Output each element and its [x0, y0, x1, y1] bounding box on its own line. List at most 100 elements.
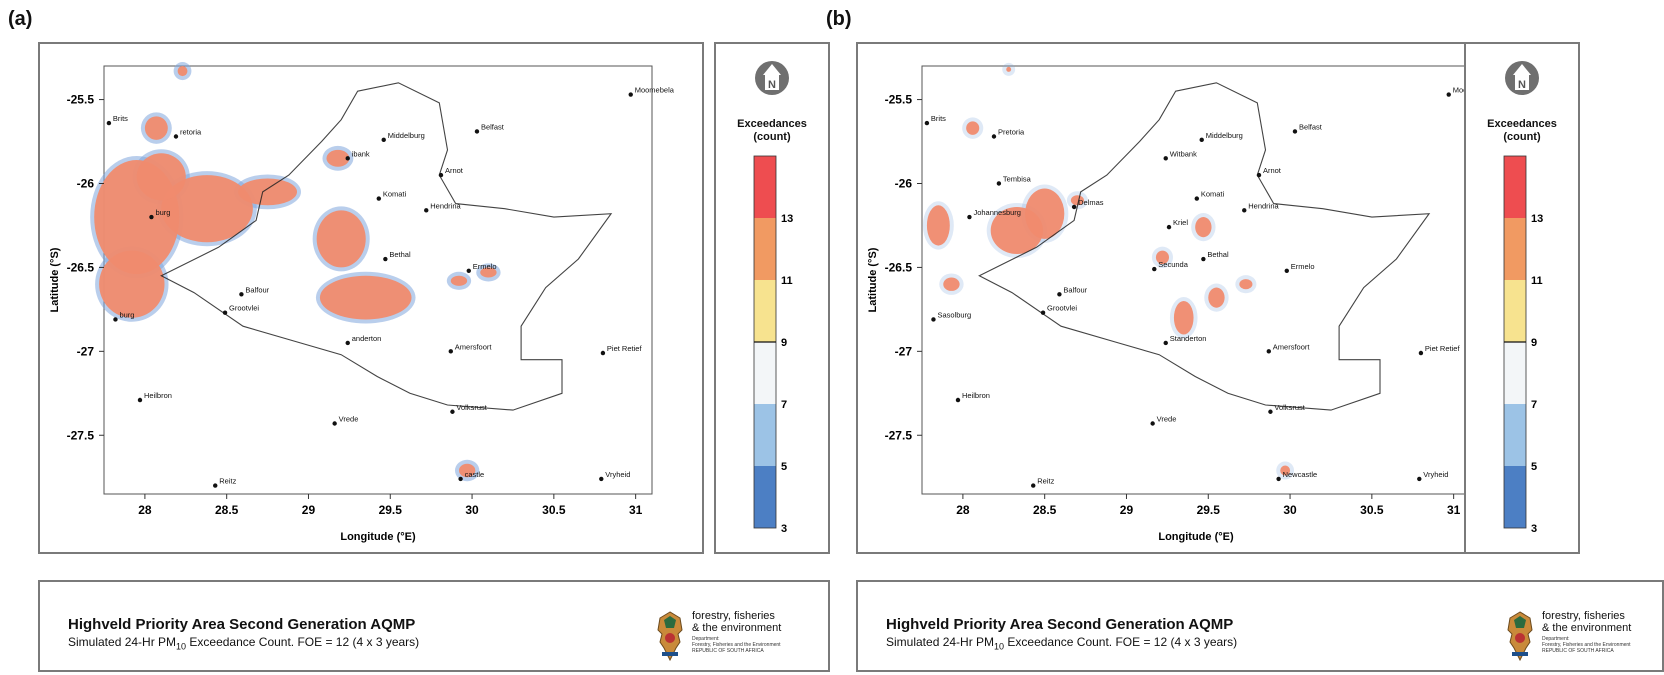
- town-label: Piet Retief: [607, 344, 643, 353]
- subtitle-suffix: Exceedance Count. FOE = 12 (4 x 3 years): [186, 635, 420, 649]
- map-plot-a: 28 28.5 29 29.5 30 30.5 31 -25.5 -26 -26.5 -27 -27.…: [49, 62, 675, 543]
- figure-a: 28 28.5 29 29.5 30 30.5 31 -25.5 -26 -26.5 -27 -27.…: [38, 42, 830, 674]
- dffe-logo-b: forestry, fisheries & the environment De…: [1500, 608, 1660, 664]
- town-label: Reitz: [1037, 477, 1054, 486]
- colorbar-bin: [754, 466, 776, 528]
- colorbar-bin: [1504, 466, 1526, 528]
- logo-fine-3: REPUBLIC OF SOUTH AFRICA: [692, 648, 764, 654]
- logo-fine-1: Department:: [1542, 636, 1570, 642]
- town-label: Komati: [1201, 190, 1225, 199]
- town-marker: [239, 292, 244, 297]
- town-marker: [1418, 350, 1424, 356]
- town-marker: [1446, 92, 1451, 97]
- town-label: Arnot: [1263, 166, 1282, 175]
- colorbar-tick-label: 11: [781, 275, 793, 287]
- figure-b: 28 28.5 29 29.5 30 30.5 31 -25.5 -26 -26.5 -27 -27.…: [856, 42, 1664, 674]
- panel-label-a: (a): [8, 8, 33, 30]
- town-label: Middelburg: [1206, 131, 1243, 140]
- legend-frame-a: N 13 11 9 7 5 3 Exceedances (count): [714, 42, 830, 554]
- y-tick-label: -26: [895, 176, 913, 190]
- colorbar-bin: [754, 218, 776, 280]
- exceedance-patch: [480, 267, 497, 278]
- town-marker: [113, 317, 118, 322]
- logo-fine-2: Forestry, Fisheries and the Environment: [1542, 642, 1631, 648]
- colorbar-tick-label: 5: [1531, 461, 1537, 473]
- exceedance-patch: [450, 275, 468, 286]
- footer-subtitle-b: Simulated 24-Hr PM10 Exceedance Count. F…: [886, 635, 1237, 651]
- x-tick-label: 30: [465, 503, 479, 517]
- town-marker: [345, 156, 350, 161]
- y-tick-label: -27: [77, 344, 95, 358]
- town-marker: [1201, 256, 1206, 262]
- town-marker: [1276, 476, 1281, 482]
- town-marker: [466, 268, 471, 273]
- legend-frame-b: N 13 11 9 7 5 3 Exceedances (count): [1464, 42, 1580, 554]
- town-marker: [137, 397, 143, 403]
- x-tick-label: 28.5: [215, 503, 239, 517]
- colorbar-tick-label: 9: [781, 337, 787, 349]
- town-marker: [924, 120, 930, 126]
- town-marker: [438, 172, 444, 178]
- town-label: Balfour: [245, 285, 269, 294]
- legend-title-b: Exceedances (count): [1466, 118, 1578, 144]
- town-marker: [1071, 204, 1077, 210]
- legend-title-a: Exceedances (count): [716, 118, 828, 144]
- town-label: castle: [465, 470, 485, 479]
- x-tick-label: 29.5: [379, 503, 403, 517]
- town-marker: [1292, 129, 1298, 134]
- town-label: Moomebela: [635, 86, 675, 95]
- town-marker: [1163, 156, 1168, 161]
- town-label: Grootvlei: [1047, 304, 1077, 313]
- town-marker: [1256, 172, 1262, 178]
- town-label: retoria: [180, 127, 202, 136]
- map-frame-a: 28 28.5 29 29.5 30 30.5 31 -25.5 -26 -26.5 -27 -27.…: [38, 42, 704, 554]
- town-label: Arnot: [445, 166, 464, 175]
- subtitle-suffix: Exceedance Count. FOE = 12 (4 x 3 years): [1004, 635, 1238, 649]
- town-label: Sasolburg: [937, 310, 971, 319]
- town-marker: [1150, 421, 1155, 426]
- town-marker: [991, 134, 997, 139]
- exceedance-patch: [1173, 300, 1194, 335]
- north-arrow-body: [1515, 75, 1529, 90]
- town-marker: [1040, 310, 1046, 315]
- colorbar-tick-label: 11: [1531, 275, 1543, 287]
- x-tick-label: 28: [138, 503, 152, 517]
- logo-line-2: & the environment: [1542, 622, 1632, 634]
- town-label: Grootvlei: [229, 304, 259, 313]
- legend-title-line1: Exceedances: [737, 118, 807, 130]
- subtitle-subscript: 10: [994, 641, 1005, 652]
- town-label: Vryheid: [605, 470, 630, 479]
- town-label: Tembisa: [1003, 174, 1032, 183]
- exceedance-patch: [161, 175, 253, 243]
- x-axis-label: Longitude (°E): [1158, 531, 1234, 543]
- exceedance-patch: [316, 210, 366, 268]
- north-arrow-body: [765, 75, 779, 90]
- town-label: Hendrina: [1248, 201, 1279, 210]
- town-label: Ermelo: [473, 262, 497, 271]
- town-label: Kriel: [1173, 218, 1188, 227]
- town-marker: [474, 129, 480, 134]
- colorbar-tick-label: 13: [781, 213, 793, 225]
- legend-title-line2: (count): [753, 131, 791, 143]
- town-label: Reitz: [219, 477, 236, 486]
- town-label: Heilbron: [962, 391, 990, 400]
- x-tick-label: 30.5: [542, 503, 566, 517]
- north-arrow-head: [1513, 64, 1531, 75]
- exceedance-patch: [1025, 188, 1065, 239]
- footer-title-b: Highveld Priority Area Second Generation…: [886, 616, 1234, 633]
- map-plot-b: 28 28.5 29 29.5 30 30.5 31 -25.5 -26 -26.5 -27 -27.…: [867, 62, 1493, 543]
- town-label: ibank: [352, 149, 370, 158]
- town-label: Bethal: [1207, 250, 1229, 259]
- subtitle-prefix: Simulated 24-Hr PM: [68, 635, 177, 649]
- town-marker: [967, 214, 972, 220]
- town-marker: [955, 397, 961, 403]
- y-axis-label: Latitude (°S): [49, 247, 61, 312]
- colorbar-tick-label: 7: [781, 399, 787, 411]
- logo-fine-2: Forestry, Fisheries and the Environment: [692, 642, 781, 648]
- coat-of-arms-icon: [1507, 611, 1533, 662]
- town-label: Bethal: [389, 250, 411, 259]
- x-tick-label: 29.5: [1197, 503, 1221, 517]
- town-marker: [213, 483, 218, 488]
- exceedance-layer: [90, 62, 501, 482]
- exceedance-patch: [326, 149, 350, 167]
